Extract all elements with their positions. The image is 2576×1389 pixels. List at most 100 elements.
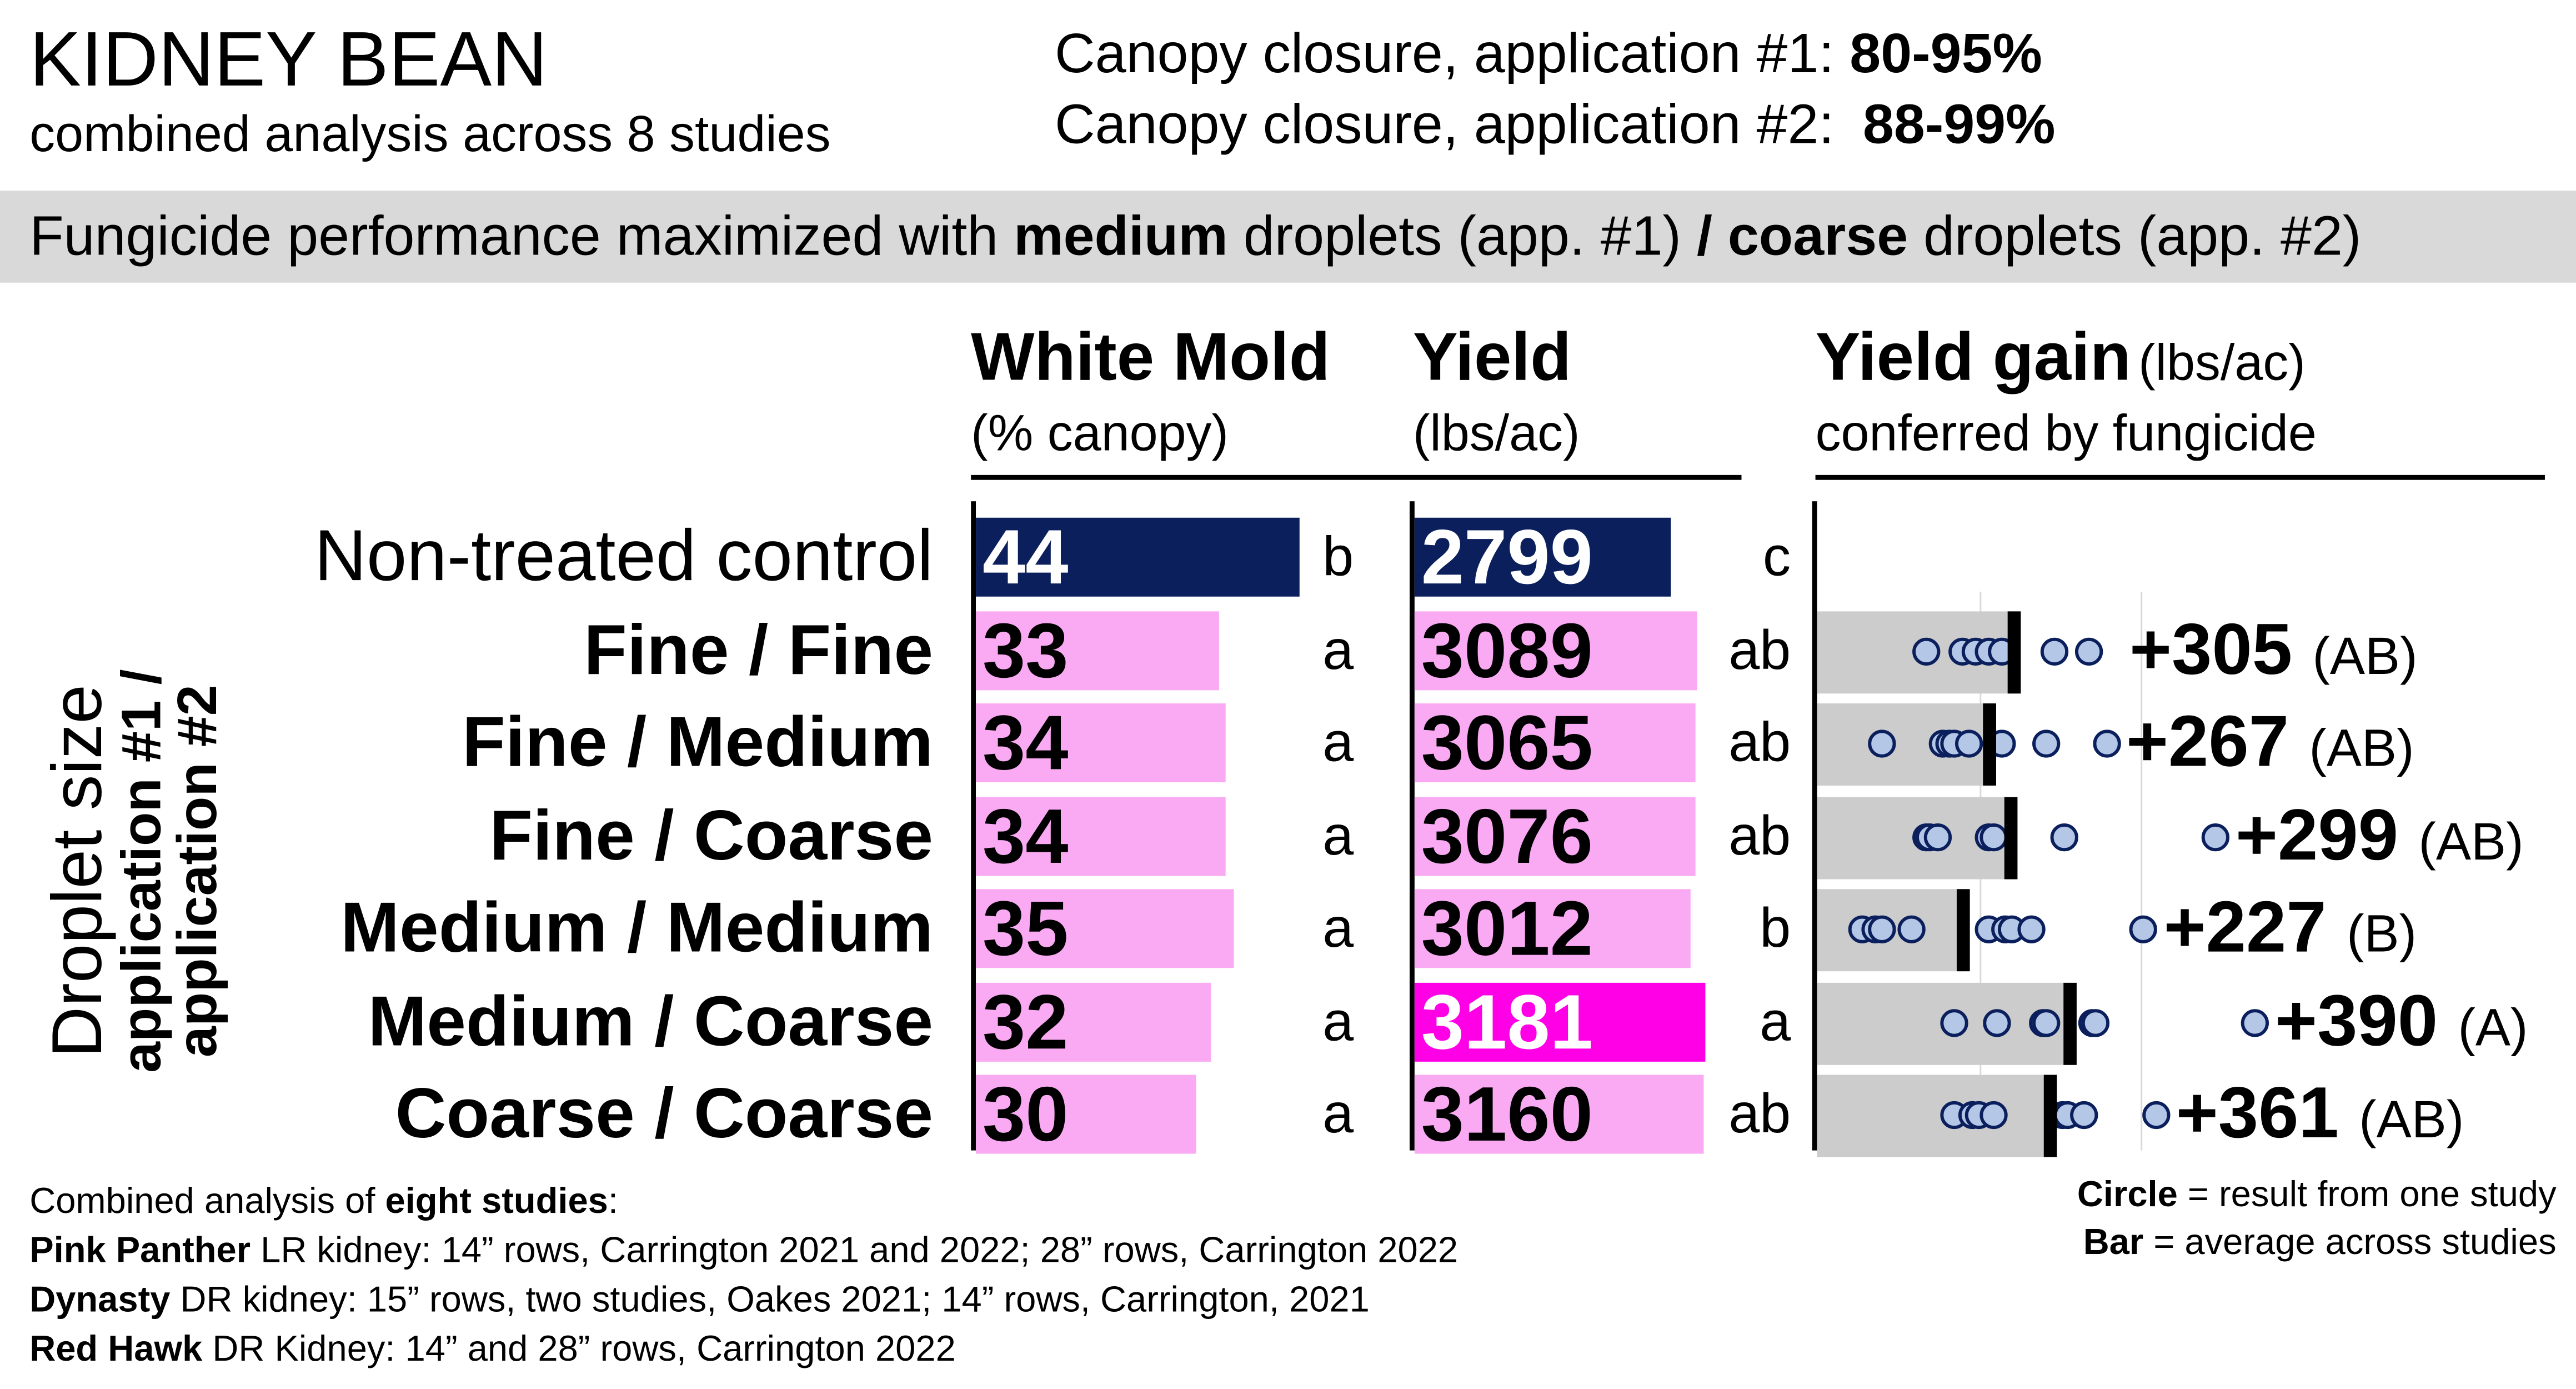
- yield-value: 3012: [1421, 884, 1593, 972]
- yield-gain-header: Yield gain (lbs/ac): [1816, 319, 2306, 396]
- yield-gain-value: +299: [2235, 795, 2399, 876]
- banner-bold: medium: [1014, 205, 1228, 268]
- row-label: Fine / Coarse: [489, 796, 934, 876]
- banner-text: droplets (app. #2): [1908, 205, 2362, 268]
- study-dot: [2202, 822, 2230, 851]
- footnote-bold: Dynasty: [29, 1278, 171, 1320]
- footnote-line: Red Hawk DR Kidney: 14” and 28” rows, Ca…: [29, 1328, 956, 1371]
- white-mold-value: 33: [982, 606, 1069, 693]
- study-dot: [2241, 1008, 2269, 1037]
- legend-text: = result from one study: [2177, 1173, 2557, 1215]
- canopy-closure-1: Canopy closure, application #1: 80-95%: [1055, 23, 2042, 87]
- white-mold-value: 30: [982, 1070, 1069, 1157]
- yield-bar: 3076: [1414, 796, 1696, 876]
- study-dot: [2018, 915, 2046, 943]
- row-label: Medium / Medium: [340, 889, 934, 968]
- white-mold-bar: 35: [976, 888, 1234, 968]
- white-mold-value: 34: [982, 791, 1069, 879]
- row-label: Medium / Coarse: [368, 982, 934, 1061]
- average-bar: [1983, 703, 1997, 786]
- yield-gain-value: +227: [2163, 887, 2327, 968]
- legend-text: = average across studies: [2143, 1221, 2557, 1262]
- page-subtitle: combined analysis across 8 studies: [29, 105, 831, 163]
- footnote-text: DR Kidney: 14” and 28” rows, Carrington …: [202, 1328, 956, 1370]
- canopy-value: 80-95%: [1850, 23, 2042, 86]
- white-mold-bar: 30: [976, 1070, 1197, 1157]
- yield-gain-group: (AB): [2312, 625, 2418, 685]
- banner-text: droplets (app. #1): [1227, 205, 1697, 268]
- white-mold-header: White Mold: [971, 318, 1330, 394]
- yield-letter: b: [1760, 897, 1791, 960]
- yield-value: 3065: [1421, 698, 1593, 786]
- canopy-value: 88-99%: [1862, 93, 2056, 157]
- gridline: [2141, 591, 2143, 1151]
- footnote-bold: eight studies: [385, 1180, 608, 1221]
- yield-gain-value: +267: [2126, 702, 2289, 783]
- white-mold-bar: 33: [976, 606, 1219, 693]
- footnote-bold: Red Hawk: [29, 1328, 203, 1370]
- yield-letter: c: [1762, 526, 1791, 588]
- yield-gain-group: (AB): [2309, 718, 2414, 778]
- yield-gain-bar: [1817, 1075, 2051, 1157]
- study-dot: [1868, 915, 1897, 943]
- study-dot: [1898, 915, 1926, 943]
- yield-gain-value: +361: [2176, 1073, 2339, 1154]
- yield-gain-axis: [1812, 501, 1817, 1151]
- yield-gain-group: (AB): [2418, 811, 2524, 871]
- header-rule: [1815, 474, 2545, 480]
- footnote-text: LR kidney: 14” rows, Carrington 2021 and…: [250, 1229, 1459, 1271]
- yield-bar: 2799: [1414, 512, 1671, 600]
- yield-bar: 3089: [1414, 606, 1697, 693]
- average-bar: [1957, 889, 1971, 972]
- yield-value: 3160: [1421, 1070, 1593, 1157]
- row-label: Coarse / Coarse: [395, 1075, 934, 1154]
- study-dot: [1980, 1101, 2009, 1130]
- study-dot: [1956, 730, 1984, 758]
- yield-value: 3181: [1421, 977, 1593, 1065]
- white-mold-bar: 34: [976, 791, 1226, 879]
- yield-gain-group: (AB): [2359, 1090, 2464, 1149]
- yield-value: 2799: [1421, 512, 1593, 600]
- white-mold-letter: a: [1322, 897, 1354, 960]
- row-label: Fine / Medium: [462, 703, 934, 783]
- study-dot: [1941, 1008, 1969, 1037]
- footnote-line: Pink Panther LR kidney: 14” rows, Carrin…: [29, 1230, 1458, 1272]
- average-bar: [2004, 796, 2017, 879]
- study-dot: [2033, 1008, 2061, 1037]
- study-dot: [1913, 637, 1941, 665]
- banner-bold: / coarse: [1696, 205, 1908, 268]
- white-mold-unit: (% canopy): [971, 404, 1229, 462]
- row-label: Fine / Fine: [584, 610, 934, 689]
- yield-gain-label: +267 (AB): [2126, 697, 2414, 794]
- yield-gain-value: +305: [2129, 608, 2293, 689]
- white-mold-letter: a: [1322, 1083, 1354, 1146]
- footnote-line: Combined analysis of eight studies:: [29, 1180, 618, 1223]
- canopy-closure-2: Canopy closure, application #2: 88-99%: [1055, 94, 2056, 158]
- yield-gain-label: +305 (AB): [2129, 604, 2418, 701]
- study-dot: [2039, 637, 2068, 665]
- yield-gain-label: +227 (B): [2164, 882, 2417, 980]
- white-mold-letter: a: [1322, 711, 1354, 775]
- yield-gain-title: Yield gain: [1815, 318, 2131, 394]
- yield-header: Yield: [1412, 318, 1572, 394]
- study-dot: [1983, 1008, 2011, 1037]
- header-rule: [971, 474, 1742, 480]
- banner-text: Fungicide performance maximized with: [29, 205, 1014, 268]
- yield-letter: ab: [1728, 804, 1791, 867]
- study-dot: [2069, 1101, 2098, 1130]
- study-dot: [1867, 730, 1896, 758]
- study-dot: [2092, 730, 2121, 758]
- white-mold-letter: a: [1322, 804, 1354, 867]
- yield-unit: (lbs/ac): [1412, 404, 1580, 462]
- yield-value: 3089: [1421, 606, 1593, 693]
- yield-gain-group: (A): [2458, 997, 2528, 1056]
- yield-letter: ab: [1728, 1083, 1791, 1146]
- canopy-label: Canopy closure, application #1:: [1055, 23, 1850, 86]
- yield-letter: ab: [1728, 618, 1791, 682]
- yield-axis: [1409, 501, 1415, 1151]
- white-mold-letter: b: [1322, 526, 1354, 588]
- legend-bold: Bar: [2083, 1221, 2144, 1262]
- average-bar: [2008, 610, 2021, 693]
- footnote-text: Combined analysis of: [29, 1180, 385, 1221]
